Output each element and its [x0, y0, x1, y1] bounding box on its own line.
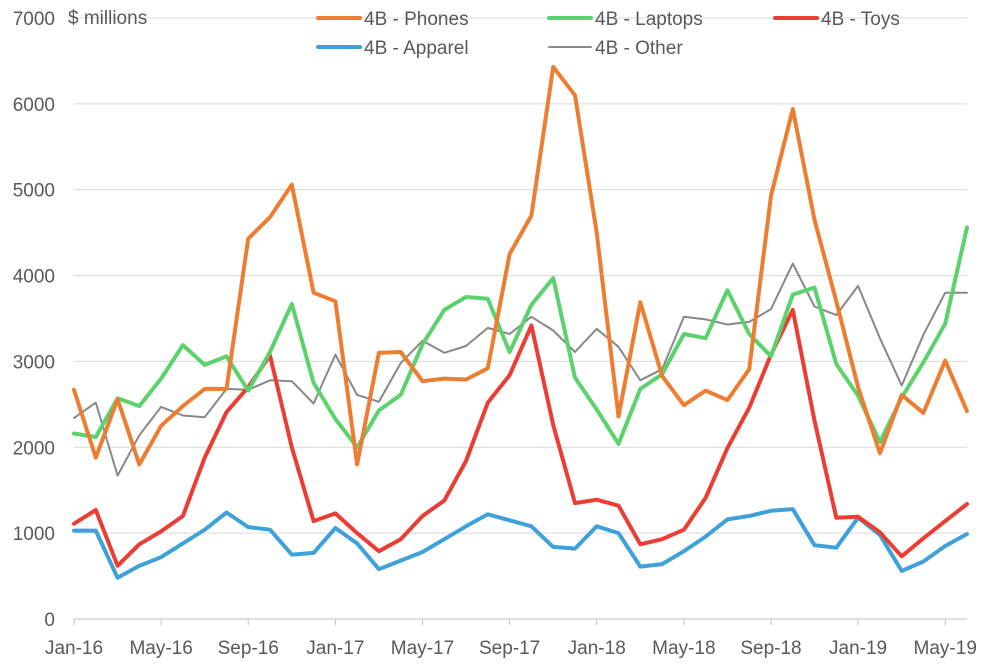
x-tick-label: Sep-16 [218, 638, 279, 659]
y-axis-label: $ millions [68, 8, 147, 29]
series-line-4b-phones [72, 64, 969, 467]
x-tick-label: Jan-16 [45, 638, 103, 659]
series-line-4b-toys [72, 307, 969, 568]
legend-item[interactable]: 4B - Apparel [316, 38, 469, 59]
x-tick-label: Jan-19 [829, 638, 887, 659]
legend-item[interactable]: 4B - Laptops [547, 9, 703, 30]
legend-item[interactable]: 4B - Toys [773, 9, 900, 30]
y-tick-label: 2000 [13, 438, 55, 459]
series-line-4b-apparel [72, 507, 969, 580]
legend-label: 4B - Other [595, 38, 683, 59]
y-axis: 0 1000 2000 3000 4000 5000 6000 7000 [13, 9, 55, 631]
x-tick-label: May-16 [129, 638, 192, 659]
x-tick-label: May-17 [391, 638, 454, 659]
series-lines [72, 64, 969, 580]
x-tick-label: May-18 [652, 638, 715, 659]
legend[interactable]: 4B - Phones 4B - Laptops 4B - Toys 4B - App… [316, 9, 900, 59]
y-tick-label: 4000 [13, 267, 55, 288]
series-line-4b-laptops [72, 225, 969, 450]
x-tick-label: Sep-18 [740, 638, 801, 659]
y-tick-label: 5000 [13, 181, 55, 202]
y-tick-label: 7000 [13, 9, 55, 30]
x-tick-label: Jan-17 [306, 638, 364, 659]
y-tick-label: 6000 [13, 95, 55, 116]
legend-item[interactable]: 4B - Other [548, 38, 683, 59]
y-tick-label: 3000 [13, 352, 55, 373]
y-tick-label: 1000 [13, 524, 55, 545]
x-axis: Jan-16 May-16 Sep-16 Jan-17 May-17 Sep-17 Jan-… [45, 618, 977, 659]
legend-label: 4B - Toys [821, 9, 900, 30]
x-tick-label: Sep-17 [479, 638, 540, 659]
x-tick-label: May-19 [914, 638, 977, 659]
y-tick-label: 0 [44, 610, 55, 631]
legend-label: 4B - Laptops [595, 9, 703, 30]
legend-item[interactable]: 4B - Phones [316, 9, 469, 30]
gridlines [74, 17, 967, 534]
legend-label: 4B - Phones [364, 9, 469, 30]
legend-label: 4B - Apparel [364, 38, 469, 59]
x-tick-label: Jan-18 [568, 638, 626, 659]
